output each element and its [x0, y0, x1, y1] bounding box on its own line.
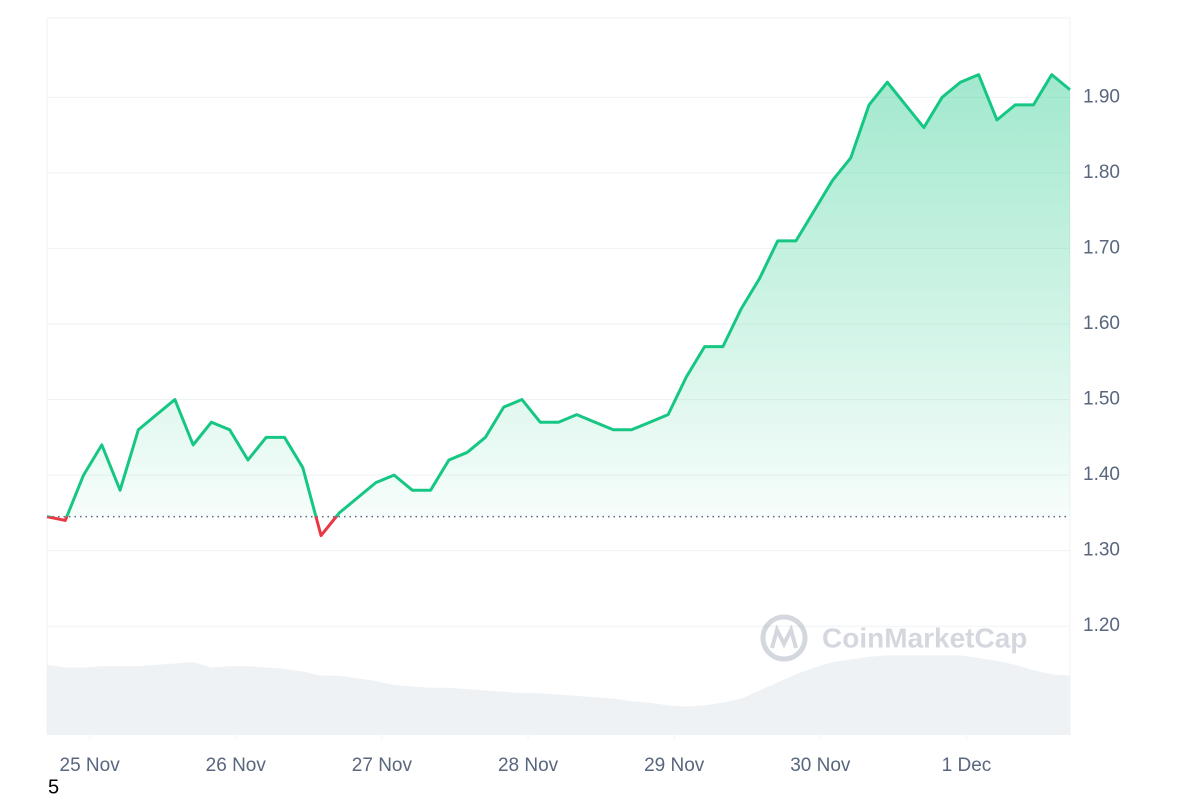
- y-tick-label: 1.40: [1083, 464, 1120, 485]
- volume-area: [47, 655, 1070, 735]
- y-tick-label: 1.30: [1083, 540, 1120, 561]
- y-tick-label: 1.20: [1083, 615, 1120, 636]
- x-tick-label: 1 Dec: [942, 755, 992, 776]
- y-tick-label: 1.80: [1083, 162, 1120, 183]
- y-tick-label: 1.70: [1083, 237, 1120, 258]
- watermark-text: CoinMarketCap: [822, 622, 1027, 653]
- price-line: [46, 73, 1071, 538]
- y-tick-label: 1.60: [1083, 313, 1120, 334]
- watermark: [760, 614, 808, 662]
- x-tick-label: 27 Nov: [352, 755, 413, 776]
- x-tick-label: 26 Nov: [206, 755, 267, 776]
- y-tick-label: 1.90: [1083, 86, 1120, 107]
- x-tick-label: 25 Nov: [60, 755, 121, 776]
- x-tick-label: 30 Nov: [790, 755, 851, 776]
- y-tick-label: 1.50: [1083, 389, 1120, 410]
- x-tick-label: 28 Nov: [498, 755, 559, 776]
- footer-text: 5: [48, 776, 59, 798]
- x-tick-label: 29 Nov: [644, 755, 705, 776]
- price-area: [47, 74, 1070, 517]
